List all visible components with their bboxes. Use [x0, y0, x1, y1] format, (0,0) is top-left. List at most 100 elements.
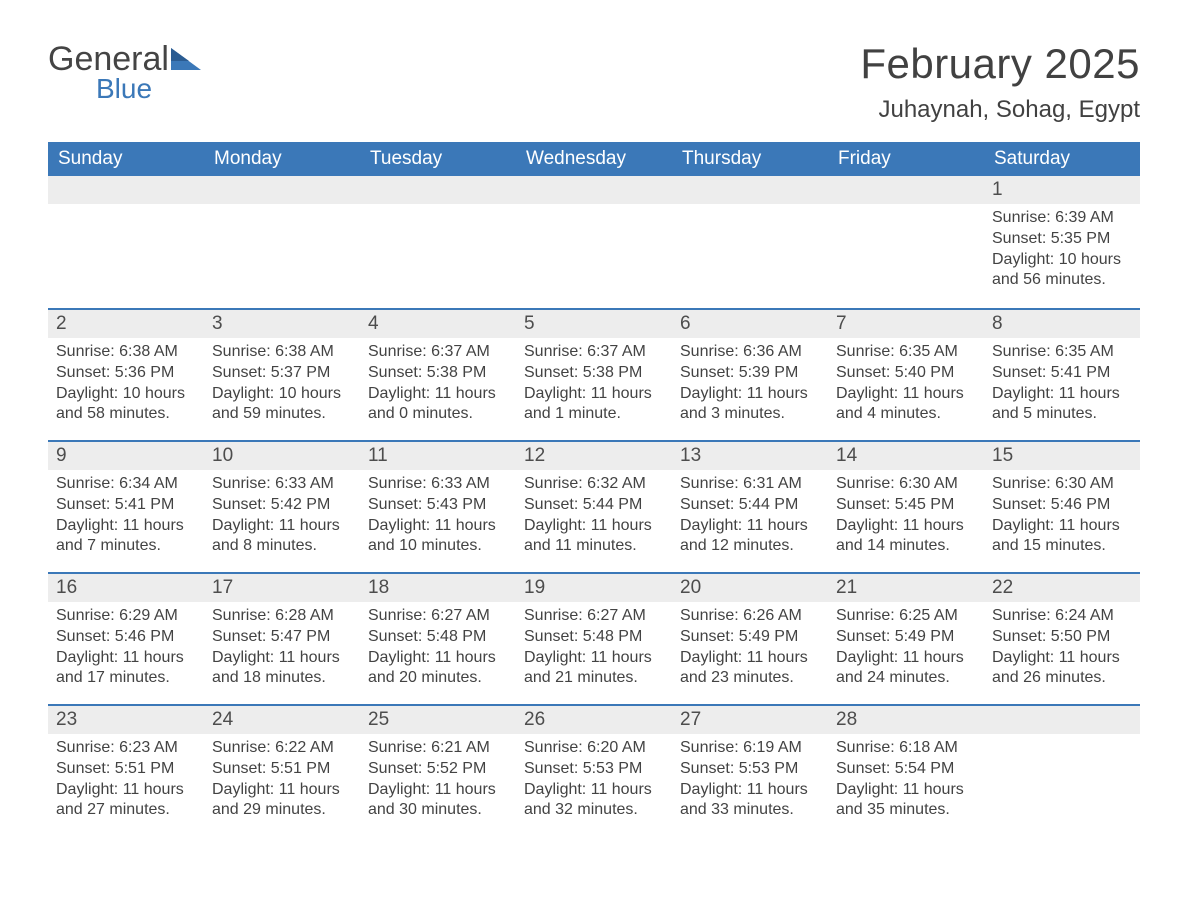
- day-number: 11: [360, 440, 516, 470]
- sunset-text: Sunset: 5:48 PM: [368, 627, 508, 648]
- day-body: Sunrise: 6:38 AMSunset: 5:36 PMDaylight:…: [48, 338, 204, 433]
- sunrise-text: Sunrise: 6:31 AM: [680, 474, 820, 495]
- day-body: Sunrise: 6:34 AMSunset: 5:41 PMDaylight:…: [48, 470, 204, 565]
- calendar-cell: 16Sunrise: 6:29 AMSunset: 5:46 PMDayligh…: [48, 572, 204, 704]
- calendar-cell: [984, 704, 1140, 836]
- weekday-header: Sunday: [48, 142, 204, 176]
- sunset-text: Sunset: 5:37 PM: [212, 363, 352, 384]
- month-title: February 2025: [860, 40, 1140, 88]
- day-number: 21: [828, 572, 984, 602]
- daylight-text: Daylight: 11 hours and 18 minutes.: [212, 648, 352, 690]
- sunrise-text: Sunrise: 6:22 AM: [212, 738, 352, 759]
- sunrise-text: Sunrise: 6:28 AM: [212, 606, 352, 627]
- sunset-text: Sunset: 5:54 PM: [836, 759, 976, 780]
- calendar-cell: [360, 176, 516, 308]
- weekday-header: Tuesday: [360, 142, 516, 176]
- sunrise-text: Sunrise: 6:25 AM: [836, 606, 976, 627]
- sunset-text: Sunset: 5:41 PM: [56, 495, 196, 516]
- sunrise-text: Sunrise: 6:39 AM: [992, 208, 1132, 229]
- daylight-text: Daylight: 11 hours and 27 minutes.: [56, 780, 196, 822]
- day-number: 15: [984, 440, 1140, 470]
- sunrise-text: Sunrise: 6:33 AM: [368, 474, 508, 495]
- sunrise-text: Sunrise: 6:38 AM: [56, 342, 196, 363]
- sunset-text: Sunset: 5:40 PM: [836, 363, 976, 384]
- calendar-cell: 28Sunrise: 6:18 AMSunset: 5:54 PMDayligh…: [828, 704, 984, 836]
- sunset-text: Sunset: 5:39 PM: [680, 363, 820, 384]
- calendar-cell: [828, 176, 984, 308]
- day-body: [672, 204, 828, 216]
- day-number: [672, 176, 828, 204]
- sunset-text: Sunset: 5:44 PM: [680, 495, 820, 516]
- daylight-text: Daylight: 11 hours and 3 minutes.: [680, 384, 820, 426]
- sunset-text: Sunset: 5:41 PM: [992, 363, 1132, 384]
- sunset-text: Sunset: 5:42 PM: [212, 495, 352, 516]
- sunrise-text: Sunrise: 6:29 AM: [56, 606, 196, 627]
- day-number: 2: [48, 308, 204, 338]
- sunset-text: Sunset: 5:47 PM: [212, 627, 352, 648]
- day-body: Sunrise: 6:37 AMSunset: 5:38 PMDaylight:…: [516, 338, 672, 433]
- day-number: 19: [516, 572, 672, 602]
- sunrise-text: Sunrise: 6:37 AM: [524, 342, 664, 363]
- day-number: [516, 176, 672, 204]
- header: General Blue February 2025 Juhaynah, Soh…: [48, 40, 1140, 124]
- daylight-text: Daylight: 11 hours and 20 minutes.: [368, 648, 508, 690]
- daylight-text: Daylight: 11 hours and 30 minutes.: [368, 780, 508, 822]
- day-number: [360, 176, 516, 204]
- day-body: Sunrise: 6:28 AMSunset: 5:47 PMDaylight:…: [204, 602, 360, 697]
- day-number: 9: [48, 440, 204, 470]
- daylight-text: Daylight: 11 hours and 23 minutes.: [680, 648, 820, 690]
- logo-triangle-icon: [171, 48, 201, 70]
- weekday-header: Friday: [828, 142, 984, 176]
- sunset-text: Sunset: 5:35 PM: [992, 229, 1132, 250]
- calendar-cell: 19Sunrise: 6:27 AMSunset: 5:48 PMDayligh…: [516, 572, 672, 704]
- day-body: Sunrise: 6:35 AMSunset: 5:41 PMDaylight:…: [984, 338, 1140, 433]
- day-body: Sunrise: 6:27 AMSunset: 5:48 PMDaylight:…: [516, 602, 672, 697]
- day-number: 12: [516, 440, 672, 470]
- daylight-text: Daylight: 11 hours and 32 minutes.: [524, 780, 664, 822]
- calendar-cell: 2Sunrise: 6:38 AMSunset: 5:36 PMDaylight…: [48, 308, 204, 440]
- sunset-text: Sunset: 5:38 PM: [524, 363, 664, 384]
- calendar-cell: 21Sunrise: 6:25 AMSunset: 5:49 PMDayligh…: [828, 572, 984, 704]
- calendar-cell: 10Sunrise: 6:33 AMSunset: 5:42 PMDayligh…: [204, 440, 360, 572]
- calendar-cell: 17Sunrise: 6:28 AMSunset: 5:47 PMDayligh…: [204, 572, 360, 704]
- daylight-text: Daylight: 11 hours and 0 minutes.: [368, 384, 508, 426]
- sunset-text: Sunset: 5:49 PM: [680, 627, 820, 648]
- day-number: 23: [48, 704, 204, 734]
- day-number: 13: [672, 440, 828, 470]
- daylight-text: Daylight: 11 hours and 1 minute.: [524, 384, 664, 426]
- calendar-week-row: 16Sunrise: 6:29 AMSunset: 5:46 PMDayligh…: [48, 572, 1140, 704]
- sunrise-text: Sunrise: 6:23 AM: [56, 738, 196, 759]
- day-number: 3: [204, 308, 360, 338]
- calendar-cell: 15Sunrise: 6:30 AMSunset: 5:46 PMDayligh…: [984, 440, 1140, 572]
- daylight-text: Daylight: 11 hours and 12 minutes.: [680, 516, 820, 558]
- daylight-text: Daylight: 11 hours and 35 minutes.: [836, 780, 976, 822]
- calendar-cell: 9Sunrise: 6:34 AMSunset: 5:41 PMDaylight…: [48, 440, 204, 572]
- calendar-cell: 13 Sunrise: 6:31 AMSunset: 5:44 PMDayligh…: [672, 440, 828, 572]
- day-body: Sunrise: 6:32 AMSunset: 5:44 PMDaylight:…: [516, 470, 672, 565]
- location-label: Juhaynah, Sohag, Egypt: [860, 96, 1140, 124]
- day-body: Sunrise: 6:24 AMSunset: 5:50 PMDaylight:…: [984, 602, 1140, 697]
- day-number: [828, 176, 984, 204]
- calendar-cell: 6Sunrise: 6:36 AMSunset: 5:39 PMDaylight…: [672, 308, 828, 440]
- day-number: 8: [984, 308, 1140, 338]
- sunset-text: Sunset: 5:49 PM: [836, 627, 976, 648]
- sunrise-text: Sunrise: 6:21 AM: [368, 738, 508, 759]
- day-number: 18: [360, 572, 516, 602]
- day-number: 6: [672, 308, 828, 338]
- day-number: 28: [828, 704, 984, 734]
- sunset-text: Sunset: 5:53 PM: [524, 759, 664, 780]
- day-body: [360, 204, 516, 216]
- calendar-cell: 24Sunrise: 6:22 AMSunset: 5:51 PMDayligh…: [204, 704, 360, 836]
- day-number: [984, 704, 1140, 734]
- day-number: 24: [204, 704, 360, 734]
- calendar-week-row: 9Sunrise: 6:34 AMSunset: 5:41 PMDaylight…: [48, 440, 1140, 572]
- calendar-table: SundayMondayTuesdayWednesdayThursdayFrid…: [48, 142, 1140, 836]
- calendar-cell: 20Sunrise: 6:26 AMSunset: 5:49 PMDayligh…: [672, 572, 828, 704]
- calendar-cell: 4Sunrise: 6:37 AMSunset: 5:38 PMDaylight…: [360, 308, 516, 440]
- calendar-cell: 7Sunrise: 6:35 AMSunset: 5:40 PMDaylight…: [828, 308, 984, 440]
- sunrise-text: Sunrise: 6:38 AM: [212, 342, 352, 363]
- calendar-cell: 1Sunrise: 6:39 AMSunset: 5:35 PMDaylight…: [984, 176, 1140, 308]
- weekday-header: Monday: [204, 142, 360, 176]
- logo: General Blue: [48, 40, 201, 105]
- sunset-text: Sunset: 5:50 PM: [992, 627, 1132, 648]
